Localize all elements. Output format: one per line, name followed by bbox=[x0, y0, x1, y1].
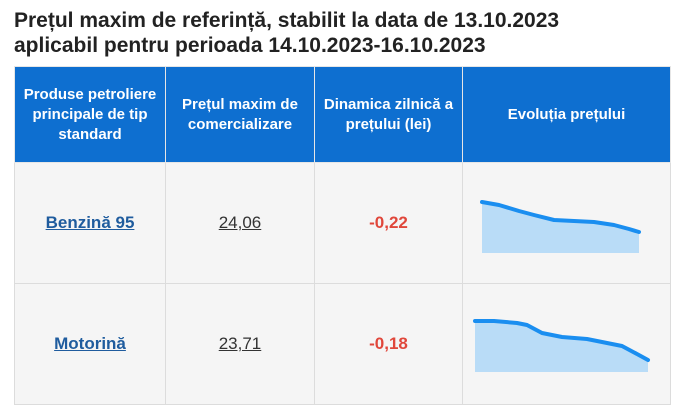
change-value: -0,22 bbox=[369, 213, 408, 232]
product-link-motorina[interactable]: Motorină bbox=[54, 334, 126, 353]
header-max-price: Prețul maxim de comercializare bbox=[165, 66, 315, 163]
title-line-2: aplicabil pentru perioada 14.10.2023-16.… bbox=[14, 34, 486, 57]
sparkline-line bbox=[479, 200, 641, 234]
table-row: Benzină 95 24,06 -0,22 bbox=[14, 162, 671, 284]
product-link-benzina-95[interactable]: Benzină 95 bbox=[45, 213, 135, 232]
sparkline-line bbox=[472, 319, 650, 362]
price-value[interactable]: 23,71 bbox=[218, 334, 262, 353]
title-line-1: Prețul maxim de referință, stabilit la d… bbox=[14, 9, 560, 32]
cell-price: 24,06 bbox=[165, 162, 315, 284]
cell-product: Benzină 95 bbox=[14, 162, 166, 284]
cell-price: 23,71 bbox=[165, 283, 315, 405]
sparkline-area bbox=[474, 321, 648, 372]
header-daily-change: Dinamica zilnică a prețului (lei) bbox=[314, 66, 463, 163]
sparkline-motorina bbox=[472, 319, 650, 372]
page-title: Prețul maxim de referință, stabilit la d… bbox=[14, 8, 674, 58]
header-price-evolution: Evoluția prețului bbox=[462, 66, 671, 163]
cell-change: -0,18 bbox=[314, 283, 463, 405]
header-products: Produse petroliere principale de tip sta… bbox=[14, 66, 166, 163]
cell-evolution bbox=[462, 162, 671, 284]
price-table: Produse petroliere principale de tip sta… bbox=[14, 66, 671, 405]
price-value[interactable]: 24,06 bbox=[218, 213, 262, 232]
table-row: Motorină 23,71 -0,18 bbox=[14, 283, 671, 405]
cell-evolution bbox=[462, 283, 671, 405]
cell-product: Motorină bbox=[14, 283, 166, 405]
change-value: -0,18 bbox=[369, 334, 408, 353]
sparkline-area bbox=[481, 202, 639, 253]
cell-change: -0,22 bbox=[314, 162, 463, 284]
sparkline-benzina-95 bbox=[479, 200, 641, 253]
table-header-row: Produse petroliere principale de tip sta… bbox=[14, 66, 671, 163]
